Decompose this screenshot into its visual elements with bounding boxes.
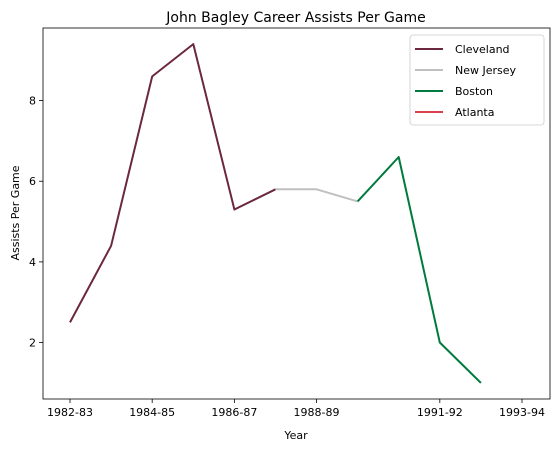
x-axis-ticks: 1982-83 1984-85 1986-87 1988-89 1991-92 1993-… <box>47 399 545 419</box>
x-tick-label: 1984-85 <box>129 406 175 419</box>
legend: Cleveland New Jersey Boston Atlanta <box>409 34 545 126</box>
plot-frame <box>42 27 551 400</box>
x-tick-label: 1993-94 <box>499 406 545 419</box>
y-tick-label: 6 <box>29 175 36 188</box>
series-line-1 <box>275 188 358 203</box>
legend-label-2: Boston <box>455 85 493 98</box>
y-tick-label: 2 <box>29 337 36 350</box>
series-line-0 <box>69 43 276 323</box>
series-line-2 <box>356 156 482 384</box>
chart-title: John Bagley Career Assists Per Game <box>165 10 425 26</box>
plot-lines <box>69 43 482 384</box>
y-tick-label: 4 <box>29 256 36 269</box>
x-tick-label: 1986-87 <box>211 406 257 419</box>
legend-label-3: Atlanta <box>455 106 494 119</box>
legend-label-0: Cleveland <box>455 43 510 56</box>
y-axis-ticks: 2 4 6 8 <box>29 95 43 350</box>
x-axis-label: Year <box>283 429 308 442</box>
legend-frame <box>409 34 545 126</box>
x-tick-label: 1982-83 <box>47 406 93 419</box>
x-tick-label: 1991-92 <box>417 406 463 419</box>
y-axis-label: Assists Per Game <box>9 165 22 260</box>
x-tick-label: 1988-89 <box>294 406 340 419</box>
legend-label-1: New Jersey <box>455 64 517 77</box>
y-tick-label: 8 <box>29 95 36 108</box>
